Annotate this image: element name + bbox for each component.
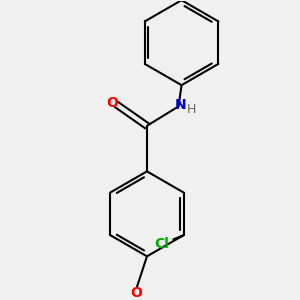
Text: N: N bbox=[175, 98, 187, 112]
Text: O: O bbox=[106, 96, 118, 110]
Text: Cl: Cl bbox=[154, 237, 169, 251]
Text: O: O bbox=[130, 286, 142, 300]
Text: H: H bbox=[187, 103, 196, 116]
